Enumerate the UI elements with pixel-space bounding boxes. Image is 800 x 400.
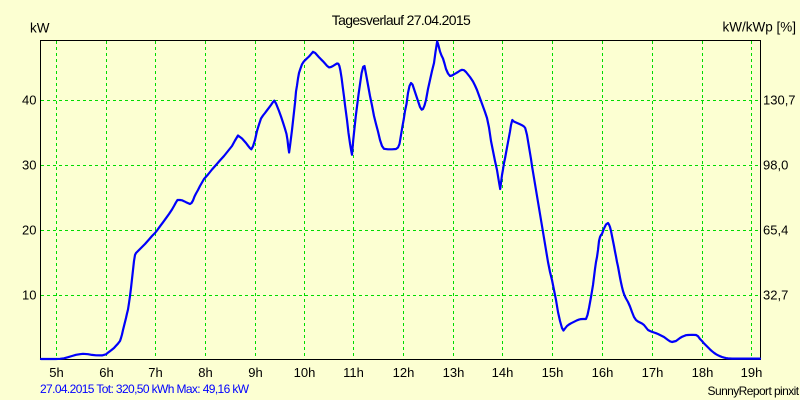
svg-text:kW/kWp [%]: kW/kWp [%] xyxy=(723,20,797,35)
svg-text:40: 40 xyxy=(22,93,36,108)
svg-text:18h: 18h xyxy=(692,365,714,380)
svg-text:98,0: 98,0 xyxy=(763,158,788,173)
svg-text:20: 20 xyxy=(22,223,36,238)
svg-text:SunnyReport pinxit: SunnyReport pinxit xyxy=(708,384,800,398)
svg-text:10: 10 xyxy=(22,288,36,303)
svg-text:17h: 17h xyxy=(642,365,664,380)
svg-text:130,7: 130,7 xyxy=(763,93,796,108)
svg-text:27.04.2015 Tot: 320,50 kWh Max: 27.04.2015 Tot: 320,50 kWh Max: 49,16 kW xyxy=(40,382,250,396)
svg-text:9h: 9h xyxy=(248,365,262,380)
svg-text:kW: kW xyxy=(30,21,50,36)
svg-text:65,4: 65,4 xyxy=(763,223,788,238)
svg-text:10h: 10h xyxy=(294,365,316,380)
svg-text:16h: 16h xyxy=(592,365,614,380)
svg-text:11h: 11h xyxy=(343,365,364,380)
svg-text:32,7: 32,7 xyxy=(763,288,788,303)
svg-text:15h: 15h xyxy=(542,365,564,380)
svg-text:12h: 12h xyxy=(393,365,415,380)
svg-text:7h: 7h xyxy=(148,365,162,380)
svg-text:14h: 14h xyxy=(492,365,514,380)
svg-text:19h: 19h xyxy=(741,365,763,380)
svg-text:Tagesverlauf 27.04.2015: Tagesverlauf 27.04.2015 xyxy=(332,12,471,28)
svg-text:30: 30 xyxy=(22,158,36,173)
svg-text:13h: 13h xyxy=(443,365,465,380)
svg-text:5h: 5h xyxy=(49,365,63,380)
svg-text:6h: 6h xyxy=(99,365,113,380)
svg-text:8h: 8h xyxy=(198,365,212,380)
